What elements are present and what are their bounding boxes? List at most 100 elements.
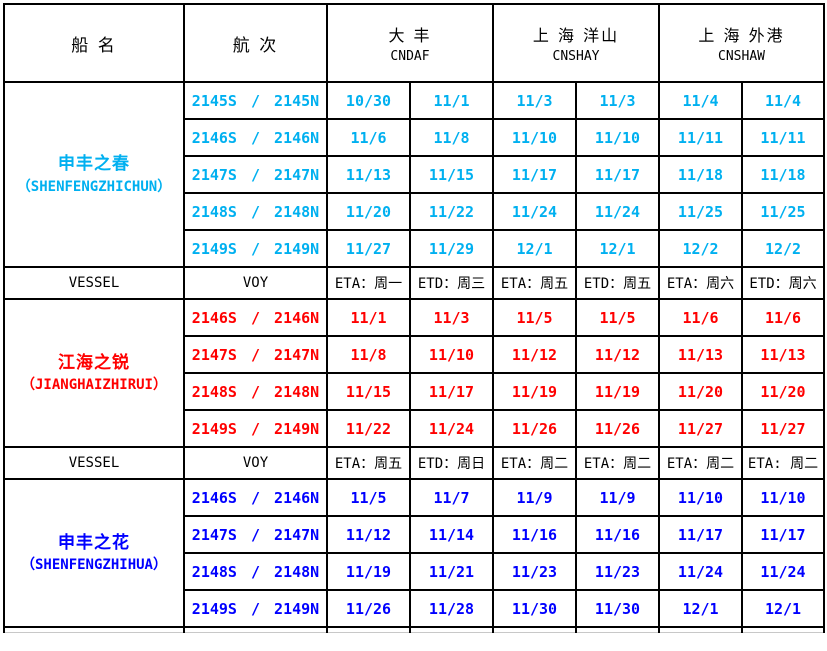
voyage-row: 2149S / 2149N 11/26 11/28 11/30 11/30 12/1 12/… — [4, 589, 825, 628]
partial-cell — [492, 626, 577, 633]
schedule-date-cell: 11/11 — [741, 118, 825, 157]
schedule-date-cell: 11/30 — [492, 589, 577, 628]
port-code: CNSHAY — [552, 49, 600, 64]
schedule-date-cell: 11/12 — [492, 335, 577, 374]
schedule-date-cell: 11/6 — [326, 118, 411, 157]
schedule-date-cell: 11/4 — [741, 81, 825, 120]
schedule-date-cell: 11/23 — [492, 552, 577, 591]
schedule-date-cell: 11/6 — [741, 298, 825, 337]
partial-cell — [326, 626, 411, 633]
voyage-number-cell: 2145S / 2145N — [183, 81, 328, 120]
vessel-name-cell: 申丰之春 （SHENFENGZHICHUN） — [3, 81, 185, 268]
schedule-date-cell: 11/18 — [741, 155, 825, 194]
voyage-row: 2147S / 2147N 11/8 11/10 11/12 11/12 11/13 11/… — [4, 335, 825, 374]
schedule-date-cell: 11/15 — [409, 155, 494, 194]
vessel-name-cn: 申丰之春 — [58, 154, 130, 175]
schedule-date-cell: 11/12 — [575, 335, 660, 374]
voyage-number-cell: 2148S / 2148N — [183, 552, 328, 591]
schedule-date-cell: 11/13 — [326, 155, 411, 194]
vessel-name-en: （SHENFENGZHIHUA） — [20, 557, 167, 574]
schedule-date-cell: 11/20 — [326, 192, 411, 231]
header-row: 船 名 航 次 大 丰 CNDAF 上 海 洋山 CNSHAY 上 海 外港 C… — [3, 3, 825, 83]
schedule-date-cell: 11/24 — [658, 552, 743, 591]
schedule-date-cell: 11/23 — [575, 552, 660, 591]
header-port-dafeng: 大 丰 CNDAF — [326, 3, 494, 83]
schedule-date-cell: 11/5 — [492, 298, 577, 337]
voyage-number-cell: 2146S / 2146N — [183, 298, 328, 337]
partial-cell — [575, 626, 660, 633]
eta-etd-cell: ETD：周日 — [409, 446, 494, 480]
voyage-number-cell: 2148S / 2148N — [183, 372, 328, 411]
schedule-date-cell: 11/26 — [492, 409, 577, 448]
schedule-date-cell: 11/19 — [575, 372, 660, 411]
voyage-row: 申丰之花 （SHENFENGZHIHUA） 2146S / 2146N 11/5 11/… — [3, 478, 825, 628]
voyage-row: 2149S / 2149N 11/27 11/29 12/1 12/1 12/2 12/2 — [4, 229, 825, 268]
schedule-date-cell: 11/15 — [326, 372, 411, 411]
eta-etd-cell: ETA：周五 — [492, 266, 577, 300]
schedule-date-cell: 11/17 — [658, 515, 743, 554]
schedule-date-cell: 11/24 — [575, 192, 660, 231]
schedule-date-cell: 11/5 — [326, 478, 411, 517]
eta-etd-cell: ETD：周五 — [575, 266, 660, 300]
schedule-table: 船 名 航 次 大 丰 CNDAF 上 海 洋山 CNSHAY 上 海 外港 C… — [3, 3, 825, 633]
schedule-date-cell: 12/2 — [741, 229, 825, 268]
voyage-number-cell: 2147S / 2147N — [183, 155, 328, 194]
schedule-date-cell: 11/10 — [658, 478, 743, 517]
schedule-date-cell: 11/9 — [492, 478, 577, 517]
voyage-row: 江海之锐 （JIANGHAIZHIRUI） 2146S / 2146N 11/1 11/… — [3, 298, 825, 448]
schedule-date-cell: 11/17 — [575, 155, 660, 194]
vessel-name-cell: 江海之锐 （JIANGHAIZHIRUI） — [3, 298, 185, 448]
partial-cell — [409, 626, 494, 633]
schedule-date-cell: 11/27 — [658, 409, 743, 448]
voyage-number-cell: 2148S / 2148N — [183, 192, 328, 231]
voy-label-cell: VOY — [183, 446, 328, 480]
eta-etd-cell: ETD：周六 — [741, 266, 825, 300]
partial-cell — [3, 626, 185, 633]
voyage-number-cell: 2147S / 2147N — [183, 335, 328, 374]
schedule-date-cell: 11/7 — [409, 478, 494, 517]
schedule-date-cell: 11/19 — [492, 372, 577, 411]
schedule-date-cell: 11/10 — [741, 478, 825, 517]
voyage-row: 申丰之春 （SHENFENGZHICHUN） 2145S / 2145N 10/30 1… — [3, 81, 825, 268]
header-port-shanghai-waigang: 上 海 外港 CNSHAW — [658, 3, 825, 83]
vessel-name-en: （JIANGHAIZHIRUI） — [20, 377, 167, 394]
schedule-date-cell: 11/4 — [658, 81, 743, 120]
eta-etd-cell: ETA：周五 — [326, 446, 411, 480]
header-ship-name-label: 船 名 — [71, 35, 117, 56]
schedule-date-cell: 11/16 — [492, 515, 577, 554]
voyage-row: 2149S / 2149N 11/22 11/24 11/26 11/26 11/27 11… — [4, 409, 825, 448]
schedule-date-cell: 11/13 — [741, 335, 825, 374]
schedule-date-cell: 12/1 — [658, 589, 743, 628]
voyage-number-cell: 2149S / 2149N — [183, 229, 328, 268]
schedule-date-cell: 11/14 — [409, 515, 494, 554]
schedule-date-cell: 11/17 — [741, 515, 825, 554]
vessel-name-cn: 江海之锐 — [58, 352, 130, 373]
schedule-table-container: 船 名 航 次 大 丰 CNDAF 上 海 洋山 CNSHAY 上 海 外港 C… — [3, 3, 825, 633]
schedule-date-cell: 11/20 — [658, 372, 743, 411]
voyage-row: 2147S / 2147N 11/12 11/14 11/16 11/16 11/17 11… — [4, 515, 825, 554]
schedule-date-cell: 11/22 — [409, 192, 494, 231]
schedule-date-cell: 11/26 — [326, 589, 411, 628]
schedule-date-cell: 11/13 — [658, 335, 743, 374]
schedule-date-cell: 11/22 — [326, 409, 411, 448]
eta-etd-cell: ETA: 周二 — [741, 446, 825, 480]
schedule-date-cell: 11/10 — [575, 118, 660, 157]
voyage-number-cell: 2147S / 2147N — [183, 515, 328, 554]
eta-etd-cell: ETA：周一 — [326, 266, 411, 300]
port-name: 上 海 洋山 — [532, 26, 620, 45]
schedule-date-cell: 11/1 — [409, 81, 494, 120]
schedule-date-cell: 11/25 — [658, 192, 743, 231]
schedule-date-cell: 11/19 — [326, 552, 411, 591]
vessel-name-cell: 申丰之花 （SHENFENGZHIHUA） — [3, 478, 185, 628]
partial-cell — [741, 626, 825, 633]
eta-etd-cell: ETA：周二 — [658, 446, 743, 480]
schedule-date-cell: 11/12 — [326, 515, 411, 554]
eta-etd-cell: ETA：周二 — [575, 446, 660, 480]
partial-cell — [658, 626, 743, 633]
eta-etd-cell: ETD：周三 — [409, 266, 494, 300]
voyage-number-cell: 2149S / 2149N — [183, 409, 328, 448]
voyage-number-cell: 2146S / 2146N — [183, 478, 328, 517]
port-name: 大 丰 — [388, 26, 432, 45]
eta-etd-row: VESSEL VOY ETA：周五 ETD：周日 ETA：周二 ETA：周二 ETA：周二 E… — [3, 446, 825, 480]
voyage-row: 2148S / 2148N 11/15 11/17 11/19 11/19 11/20 11… — [4, 372, 825, 411]
